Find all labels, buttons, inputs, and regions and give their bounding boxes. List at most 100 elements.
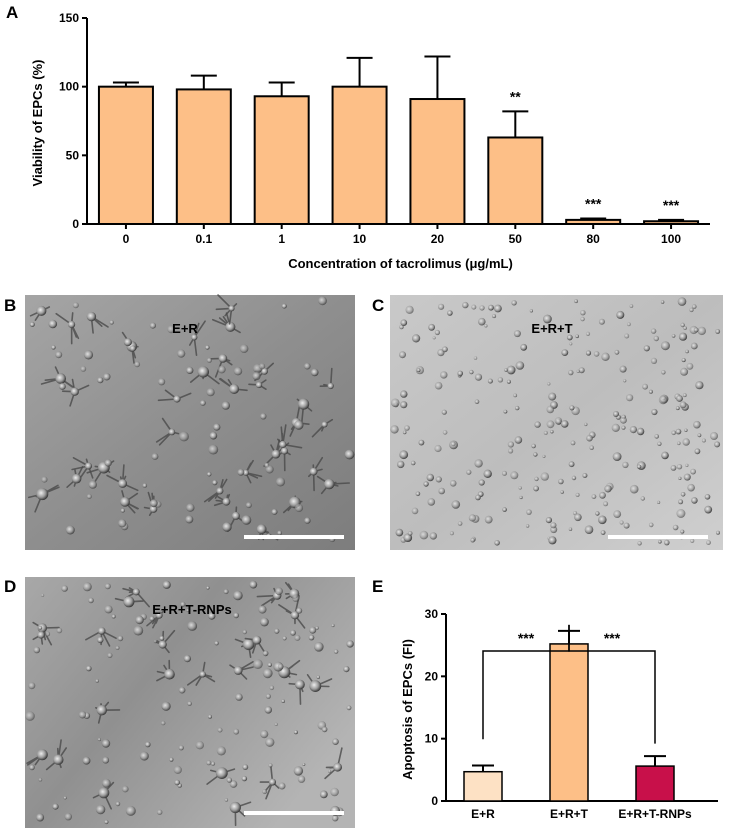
cell <box>513 330 521 338</box>
cell <box>153 640 157 644</box>
cell <box>265 737 275 747</box>
significance-a: ** <box>510 88 521 104</box>
cell <box>269 778 276 786</box>
cell <box>694 448 701 455</box>
cell <box>199 671 206 678</box>
cell <box>582 473 588 478</box>
cell <box>346 705 352 711</box>
cell <box>149 322 156 329</box>
cell <box>123 596 135 608</box>
cell <box>611 423 620 432</box>
cell <box>65 525 75 535</box>
cell <box>560 420 569 428</box>
cell-process <box>55 312 80 345</box>
cell <box>570 440 576 446</box>
cell <box>568 527 573 531</box>
cell <box>550 522 557 529</box>
cell <box>109 320 114 325</box>
cell <box>88 480 97 489</box>
panel-label-b: B <box>4 296 16 315</box>
cell <box>295 679 305 690</box>
cell <box>260 413 267 420</box>
cell <box>63 796 67 800</box>
cell <box>683 473 691 481</box>
cell <box>229 780 238 788</box>
cell <box>691 497 698 504</box>
cell <box>714 441 721 448</box>
cell-process <box>122 587 150 608</box>
cell <box>149 616 155 622</box>
cell <box>543 314 552 324</box>
cell-process <box>154 629 176 654</box>
cell <box>574 513 582 522</box>
cell-process <box>213 493 231 507</box>
cell-process <box>259 765 280 800</box>
cell <box>434 381 443 390</box>
cell <box>321 726 328 733</box>
comparison-label-e: *** <box>604 630 621 646</box>
cell <box>332 738 339 745</box>
cell <box>574 299 578 304</box>
cell <box>280 447 289 455</box>
cell <box>102 778 111 788</box>
cell <box>510 471 519 480</box>
x-axis-title-a: Concentration of tacrolimus (μg/mL) <box>288 256 513 271</box>
cell <box>209 431 218 440</box>
cell <box>442 346 448 353</box>
cell <box>680 322 685 328</box>
cell <box>262 789 268 795</box>
cell <box>676 395 683 402</box>
cell <box>626 394 634 402</box>
cell <box>397 460 405 469</box>
cell <box>187 701 192 706</box>
cell <box>277 530 282 536</box>
bar-a <box>97 85 154 225</box>
cell <box>125 805 136 816</box>
cell-process <box>283 659 301 678</box>
cell <box>513 393 518 398</box>
cell <box>514 436 523 444</box>
cell <box>468 514 476 522</box>
cell <box>671 430 676 436</box>
cell <box>571 475 577 481</box>
cell <box>619 416 627 424</box>
cell <box>623 522 630 529</box>
cell <box>629 304 634 308</box>
cell <box>208 444 219 455</box>
cell-process <box>189 320 206 356</box>
cell <box>97 737 101 742</box>
cell <box>281 303 287 309</box>
cell <box>449 480 457 487</box>
cell <box>88 597 94 604</box>
cell <box>540 472 549 481</box>
micrograph-c-cells <box>390 297 721 546</box>
cell <box>650 357 658 364</box>
cell <box>690 538 695 544</box>
cell <box>690 342 698 350</box>
cell <box>210 761 216 766</box>
cell <box>231 511 240 520</box>
cell <box>36 749 48 761</box>
bar-a <box>331 85 388 225</box>
cell-process <box>284 581 296 600</box>
cell <box>29 764 35 771</box>
cell <box>558 478 564 485</box>
panel-label-c: C <box>372 296 384 315</box>
cell <box>653 335 659 342</box>
cell <box>677 441 681 446</box>
cell <box>68 320 76 329</box>
cell <box>648 522 654 528</box>
cell <box>83 350 94 360</box>
cell <box>252 635 262 645</box>
cell <box>86 311 97 322</box>
cell <box>575 334 579 339</box>
cell <box>418 439 425 446</box>
cell <box>304 362 311 370</box>
cell <box>315 626 319 630</box>
cell <box>97 627 106 635</box>
cell <box>222 497 231 506</box>
cell <box>511 300 517 306</box>
cell <box>102 756 110 764</box>
cell <box>629 484 639 494</box>
cell <box>296 607 303 614</box>
